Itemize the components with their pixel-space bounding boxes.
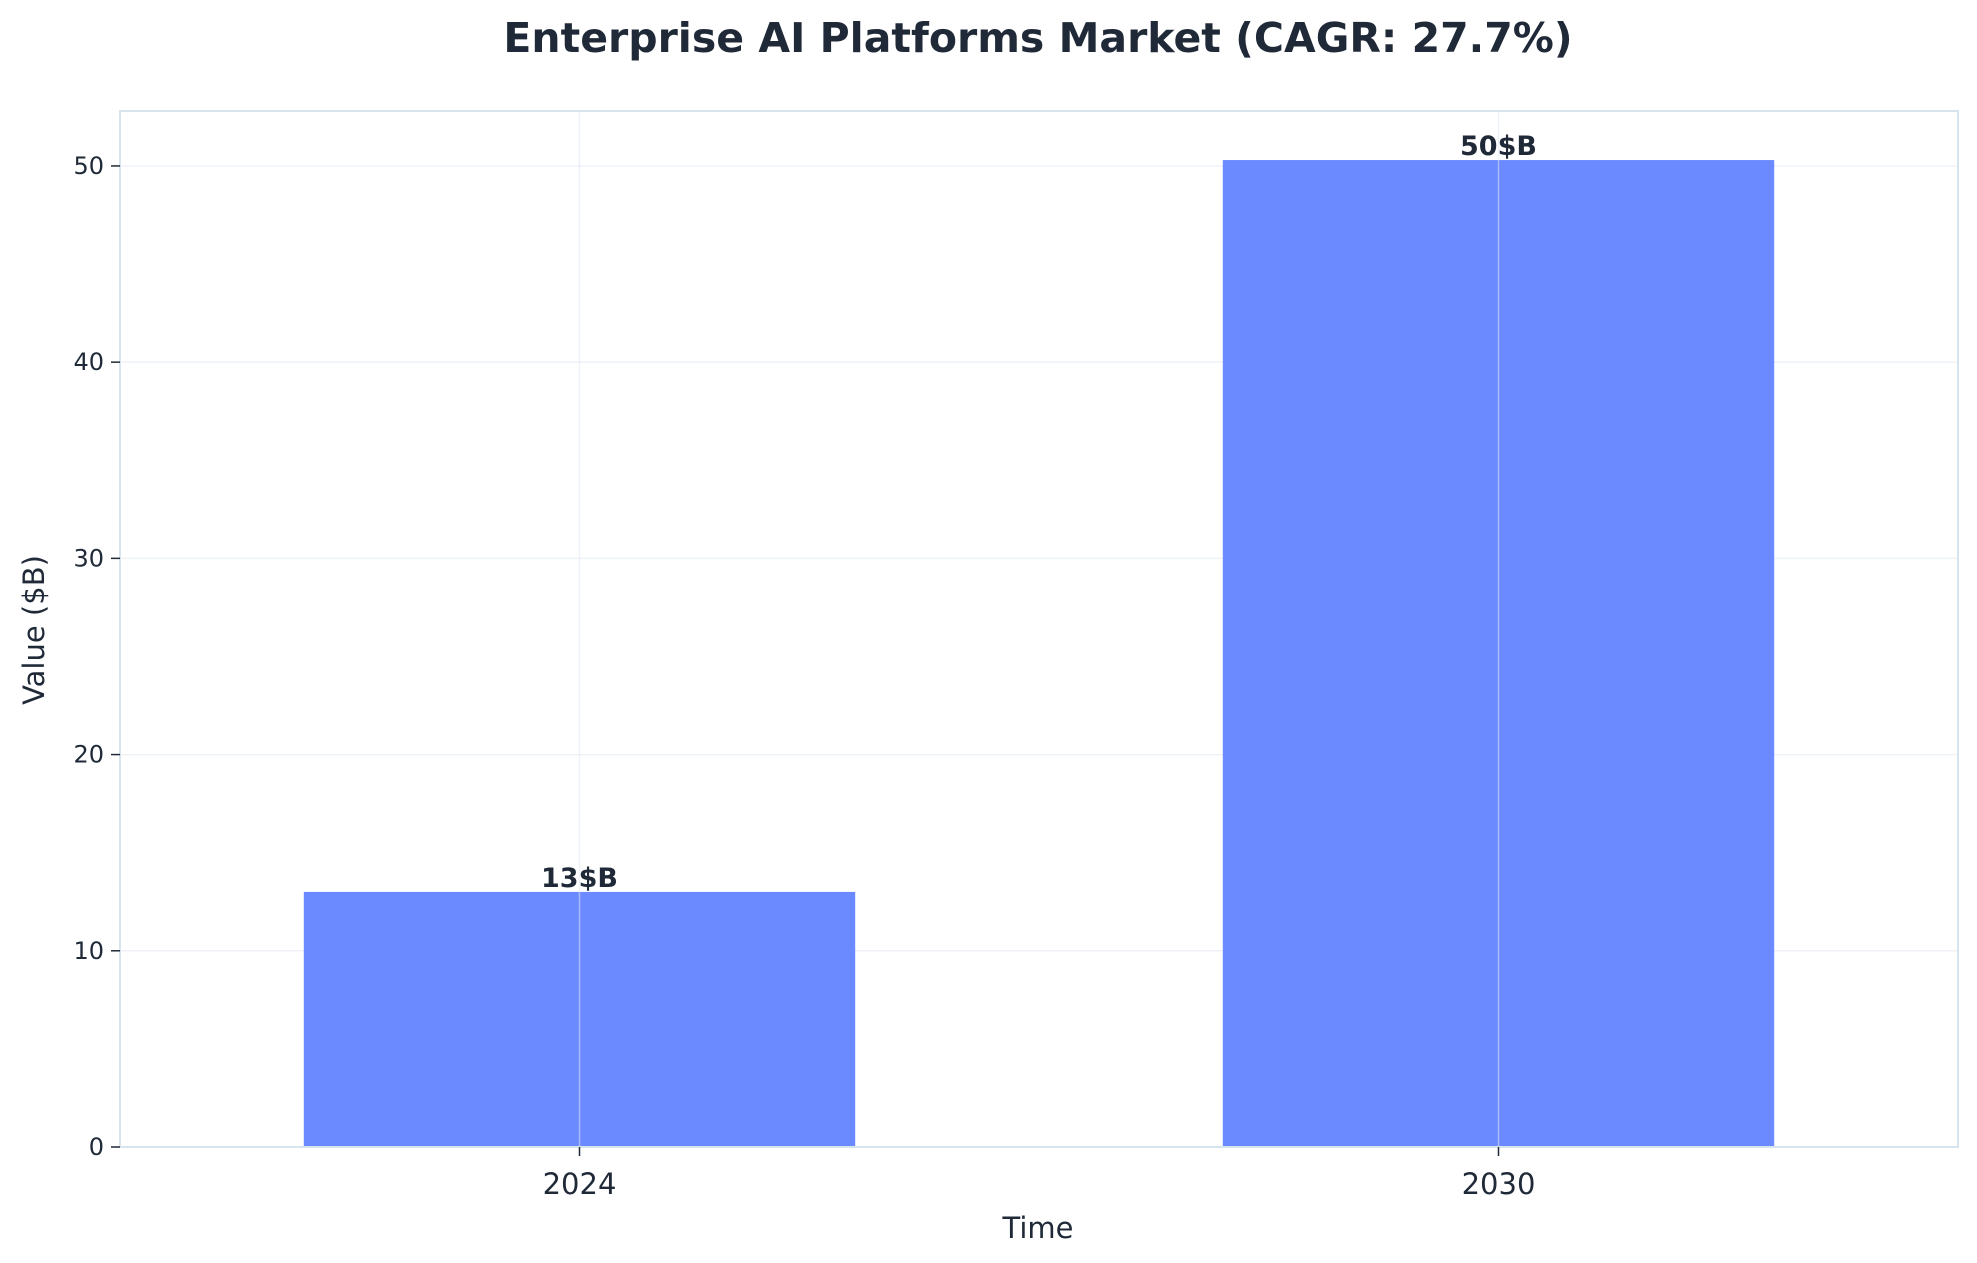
y-tick-label: 20 — [73, 741, 104, 769]
y-tick-label: 30 — [73, 544, 104, 572]
y-tick-label: 40 — [73, 348, 104, 376]
y-tick-label: 0 — [89, 1133, 104, 1161]
y-tick-label: 50 — [73, 152, 104, 180]
x-axis: 2024 2030 — [543, 1147, 1536, 1201]
y-axis-label: Value ($B) — [17, 555, 51, 705]
data-labels: 13$B 50$B — [541, 131, 1537, 894]
plot-frame — [119, 110, 1959, 1148]
x-tick-label-2030: 2030 — [1462, 1167, 1536, 1201]
data-label-2030: 50$B — [1460, 131, 1537, 162]
chart-title: Enterprise AI Platforms Market (CAGR: 27… — [503, 14, 1572, 62]
vertical-grid-layer — [578, 111, 1500, 1147]
bars-layer — [303, 160, 1775, 1147]
y-axis: 0 10 20 30 40 50 — [73, 152, 120, 1161]
y-tick-label: 10 — [73, 937, 104, 965]
data-label-2024: 13$B — [541, 863, 618, 894]
x-axis-label: Time — [1002, 1211, 1074, 1245]
x-tick-label-2024: 2024 — [543, 1167, 617, 1201]
